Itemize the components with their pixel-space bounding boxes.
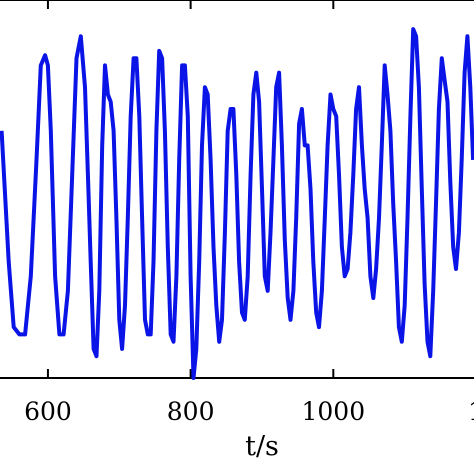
plot-frame	[0, 0, 474, 379]
x-tick-label: 1	[468, 397, 474, 426]
x-tick-label: 800	[167, 397, 215, 426]
x-tick-label: 600	[24, 397, 72, 426]
series-group	[0, 27, 474, 380]
x-axis-label: t/s	[245, 431, 279, 462]
x-tick-label: 1000	[302, 397, 366, 426]
series-line	[0, 27, 474, 380]
x-ticks: 600 800 1000 1	[24, 0, 474, 426]
